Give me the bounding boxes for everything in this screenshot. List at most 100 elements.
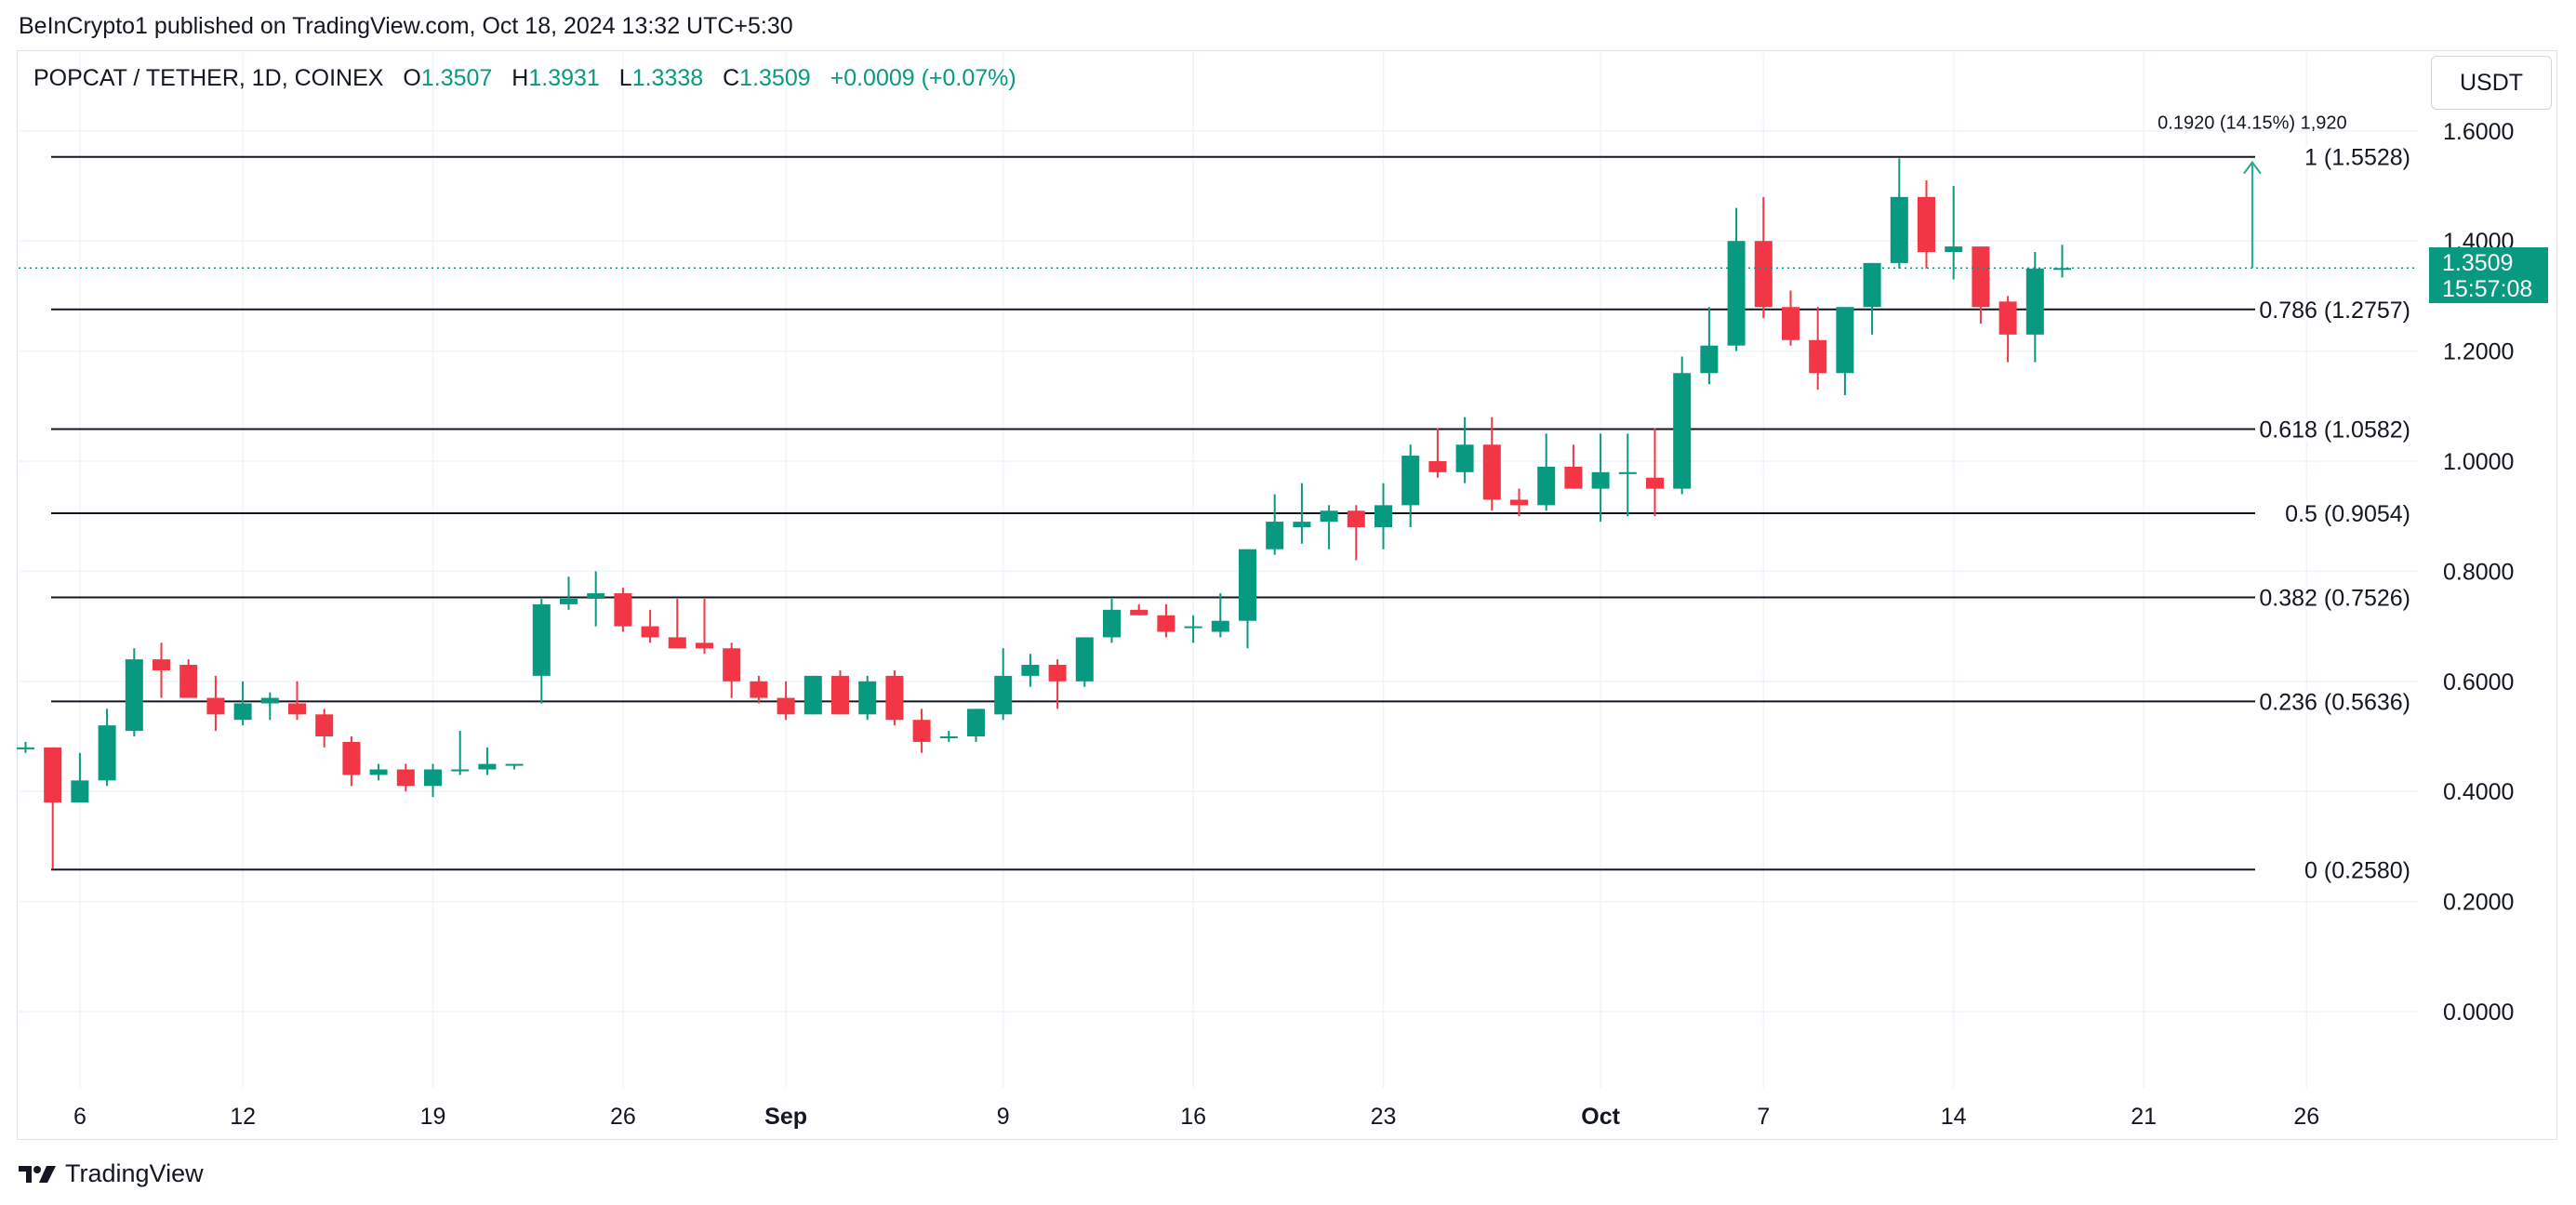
- candle-body: [179, 665, 198, 698]
- tradingview-logo-icon: [19, 1165, 56, 1183]
- candle-body: [505, 763, 524, 766]
- x-tick-label: 26: [610, 1104, 636, 1130]
- candle-up: [1103, 599, 1121, 643]
- x-tick-label: 23: [1371, 1104, 1397, 1130]
- candle-body: [723, 648, 741, 682]
- x-tick-label: 9: [997, 1104, 1010, 1130]
- candle-body: [369, 769, 388, 775]
- candle-down: [396, 763, 415, 792]
- candle-body: [1374, 505, 1392, 528]
- candle-body: [939, 736, 958, 738]
- candle-up: [1455, 417, 1474, 483]
- candle-up: [1211, 593, 1229, 638]
- candle-body: [1401, 456, 1420, 506]
- candle-down: [315, 708, 334, 748]
- candle-down: [668, 599, 686, 649]
- candle-body: [1211, 620, 1229, 632]
- candle-body: [1293, 522, 1311, 528]
- x-tick-label: Oct: [1581, 1104, 1620, 1130]
- candle-down: [1564, 444, 1583, 489]
- candle-down: [179, 659, 198, 698]
- price-range-measure[interactable]: 0.1920 (14.15%) 1,920: [2158, 113, 2347, 269]
- candle-up: [125, 648, 143, 736]
- candle-up: [1401, 444, 1420, 528]
- candle-up: [1021, 654, 1040, 687]
- candle-up: [424, 763, 442, 798]
- candle-up: [994, 648, 1013, 721]
- fib-level-label: 0.618 (1.0582): [2259, 417, 2410, 444]
- candle-body: [1863, 262, 1881, 308]
- candle-down: [912, 708, 931, 753]
- candle-up: [1836, 307, 1854, 395]
- low-value: 1.3338: [631, 65, 704, 91]
- last-price-tag: 1.3509 15:57:08: [2429, 247, 2548, 303]
- candle-body: [1700, 345, 1719, 374]
- x-tick-label: 19: [420, 1104, 446, 1130]
- y-tick-label: 0.0000: [2443, 1000, 2514, 1026]
- candle-body: [560, 599, 578, 604]
- open-value: 1.3507: [420, 65, 493, 91]
- bar-countdown: 15:57:08: [2442, 276, 2533, 302]
- price-axis[interactable]: 1.60001.40001.20001.00000.80000.60000.40…: [2443, 119, 2514, 1026]
- candle-up: [967, 708, 985, 742]
- candle-body: [1482, 444, 1501, 500]
- candle-up: [1374, 483, 1392, 550]
- candle-up: [451, 731, 470, 775]
- candle-body: [1618, 471, 1637, 474]
- fibonacci-retracement[interactable]: 1 (1.5528) 0.786 (1.2757) 0.618 (1.0582) 0.…: [51, 141, 2414, 887]
- candle-body: [1103, 609, 1121, 638]
- candle-up: [478, 747, 497, 775]
- candle-body: [478, 763, 497, 770]
- currency-button[interactable]: USDT: [2431, 56, 2552, 110]
- candle-body: [1021, 665, 1040, 676]
- candle-down: [206, 675, 225, 732]
- candle-down: [342, 736, 361, 787]
- candle-body: [1591, 471, 1610, 489]
- candle-up: [1618, 433, 1637, 517]
- candle-body: [1890, 196, 1908, 263]
- candle-up: [1727, 207, 1746, 351]
- candle-body: [288, 703, 306, 715]
- candle-body: [641, 626, 659, 638]
- candle-body: [2053, 268, 2071, 271]
- candle-down: [1809, 307, 1827, 391]
- publisher-caption: BeInCrypto1 published on TradingView.com…: [19, 13, 793, 39]
- x-tick-label: 12: [230, 1104, 256, 1130]
- candle-body: [342, 741, 361, 775]
- close-label: C: [723, 65, 740, 91]
- candle-body: [777, 697, 795, 715]
- candle-up: [233, 681, 252, 726]
- candle-body: [1646, 477, 1664, 489]
- candle-up: [1320, 505, 1338, 550]
- tradingview-footer[interactable]: TradingView: [19, 1159, 204, 1188]
- time-axis[interactable]: 6 12 19 26 Sep 9 16 23 Oct 7 14 21 26: [73, 1104, 2319, 1130]
- x-tick-label: 26: [2293, 1104, 2319, 1130]
- candle-body: [1945, 246, 1963, 253]
- candle-up: [505, 763, 524, 770]
- y-tick-label: 0.8000: [2443, 559, 2514, 585]
- candle-up: [1184, 615, 1202, 643]
- candle-body: [125, 659, 143, 732]
- grid: [19, 51, 2418, 1088]
- candle-down: [885, 669, 904, 726]
- candle-up: [1673, 356, 1692, 495]
- candle-up: [1863, 262, 1881, 335]
- y-tick-label: 1.0000: [2443, 449, 2514, 475]
- candle-body: [206, 697, 225, 715]
- candle-up: [803, 675, 822, 715]
- candle-body: [1564, 466, 1583, 489]
- candle-up: [2053, 245, 2071, 278]
- candle-up: [369, 763, 388, 781]
- candle-body: [1918, 196, 1935, 253]
- candle-body: [1157, 615, 1175, 632]
- candle-body: [233, 703, 252, 721]
- candle-body: [750, 681, 768, 698]
- candle-down: [1130, 603, 1149, 616]
- candle-body: [1537, 466, 1556, 506]
- candle-body: [1266, 522, 1284, 550]
- open-label: O: [403, 65, 421, 91]
- candle-down: [1754, 196, 1773, 319]
- candle-body: [1048, 665, 1067, 682]
- fib-level-label: 0 (0.2580): [2304, 857, 2410, 883]
